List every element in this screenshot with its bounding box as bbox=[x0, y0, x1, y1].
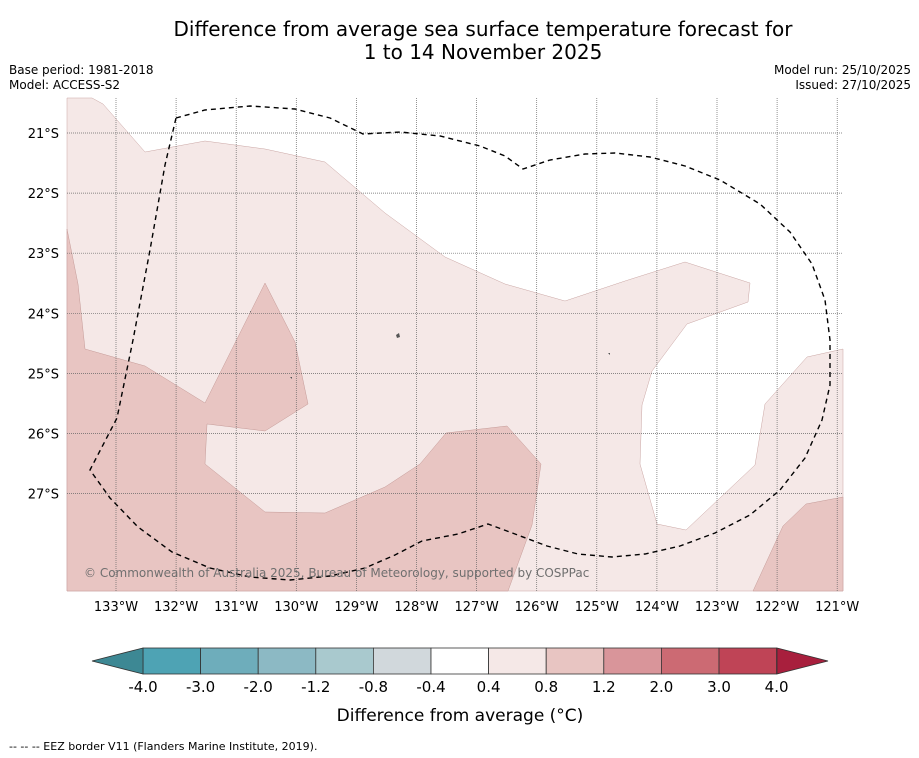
colorbar-tick-label: 0.8 bbox=[534, 678, 558, 696]
colorbar-min-arrow bbox=[91, 647, 144, 675]
colorbar-cell bbox=[430, 647, 489, 675]
lat-label: 25°S bbox=[28, 367, 59, 382]
colorbar-cell bbox=[372, 647, 432, 675]
lon-label: 131°W bbox=[214, 600, 258, 615]
lon-label: 125°W bbox=[575, 600, 619, 615]
lon-label: 129°W bbox=[334, 600, 378, 615]
colorbar-tick-label: -3.0 bbox=[186, 678, 215, 696]
meta-right: Model run: 25/10/2025 Issued: 27/10/2025 bbox=[774, 63, 911, 93]
meta-left: Base period: 1981-2018 Model: ACCESS-S2 bbox=[9, 63, 154, 93]
colorbar-tick-label: -4.0 bbox=[128, 678, 157, 696]
lat-label: 22°S bbox=[28, 187, 59, 202]
small-island-4 bbox=[290, 377, 292, 379]
anomaly-region-light bbox=[66, 97, 844, 592]
eez-footnote: -- -- -- EEZ border V11 (Flanders Marine… bbox=[9, 740, 318, 753]
lon-label: 123°W bbox=[695, 600, 739, 615]
copyright-text: © Commonwealth of Australia 2025, Bureau… bbox=[84, 566, 589, 580]
colorbar-tick-label: -0.8 bbox=[359, 678, 388, 696]
colorbar-cell bbox=[545, 647, 605, 675]
colorbar-cell bbox=[257, 647, 317, 675]
lon-label: 124°W bbox=[635, 600, 679, 615]
lat-label: 24°S bbox=[28, 307, 59, 322]
colorbar-cell bbox=[718, 647, 777, 675]
lat-label: 21°S bbox=[28, 127, 59, 142]
colorbar-tick-label: 4.0 bbox=[765, 678, 789, 696]
colorbar-tick-labels: -4.0 -3.0 -2.0 -1.2 -0.8 -0.4 0.4 0.8 1.2 2.0 3.0 4… bbox=[128, 678, 788, 696]
colorbar-tick-label: -1.2 bbox=[301, 678, 330, 696]
colorbar-tick-label: 3.0 bbox=[707, 678, 731, 696]
lon-label: 121°W bbox=[815, 600, 859, 615]
anomaly-region-medium-southeast bbox=[752, 496, 844, 592]
colorbar-title: Difference from average (°C) bbox=[337, 706, 584, 726]
colorbar-tick-label: -2.0 bbox=[244, 678, 273, 696]
colorbar-cells bbox=[142, 647, 777, 675]
title-line-1: Difference from average sea surface temp… bbox=[173, 17, 793, 41]
title-line-2: 1 to 14 November 2025 bbox=[363, 40, 603, 64]
eez-border bbox=[89, 105, 831, 581]
colorbar-cell bbox=[142, 647, 201, 675]
map-area: © Commonwealth of Australia 2025, Bureau… bbox=[66, 97, 844, 592]
chart-title: Difference from average sea surface temp… bbox=[0, 18, 919, 64]
model-name: Model: ACCESS-S2 bbox=[9, 78, 121, 92]
small-island-2 bbox=[608, 353, 610, 355]
base-period: Base period: 1981-2018 bbox=[9, 63, 154, 77]
lon-label: 122°W bbox=[755, 600, 799, 615]
colorbar-max-arrow bbox=[776, 647, 829, 675]
colorbar-cell bbox=[603, 647, 662, 675]
lon-label: 133°W bbox=[94, 600, 138, 615]
longitude-labels: 133°W 132°W 131°W 130°W 129°W 128°W 127°W 126°W… bbox=[94, 600, 860, 615]
graticule bbox=[67, 98, 843, 591]
colorbar-cell bbox=[200, 647, 259, 675]
issued-date: Issued: 27/10/2025 bbox=[795, 78, 911, 92]
colorbar-cell bbox=[315, 647, 374, 675]
lat-label: 27°S bbox=[28, 488, 59, 503]
lon-label: 130°W bbox=[274, 600, 318, 615]
lat-label: 23°S bbox=[28, 247, 59, 262]
colorbar-tick-label: 1.2 bbox=[592, 678, 616, 696]
lon-label: 128°W bbox=[394, 600, 438, 615]
colorbar-tick-label: -0.4 bbox=[416, 678, 445, 696]
lon-label: 127°W bbox=[455, 600, 499, 615]
lon-label: 126°W bbox=[515, 600, 559, 615]
map-figure: © Commonwealth of Australia 2025, Bureau… bbox=[28, 97, 860, 726]
lon-label: 132°W bbox=[154, 600, 198, 615]
small-island-1 bbox=[396, 333, 400, 338]
small-island-3 bbox=[250, 311, 251, 313]
lat-label: 26°S bbox=[28, 428, 59, 443]
colorbar-cell bbox=[661, 647, 720, 675]
model-run: Model run: 25/10/2025 bbox=[773, 63, 911, 77]
colorbar-tick-label: 2.0 bbox=[649, 678, 673, 696]
colorbar-cell bbox=[488, 647, 547, 675]
latitude-labels: 21°S 22°S 23°S 24°S 25°S 26°S 27°S bbox=[28, 127, 59, 503]
colorbar: -4.0 -3.0 -2.0 -1.2 -0.8 -0.4 0.4 0.8 1.2 2.0 3.0 4… bbox=[91, 647, 829, 726]
colorbar-tick-label: 0.4 bbox=[477, 678, 501, 696]
